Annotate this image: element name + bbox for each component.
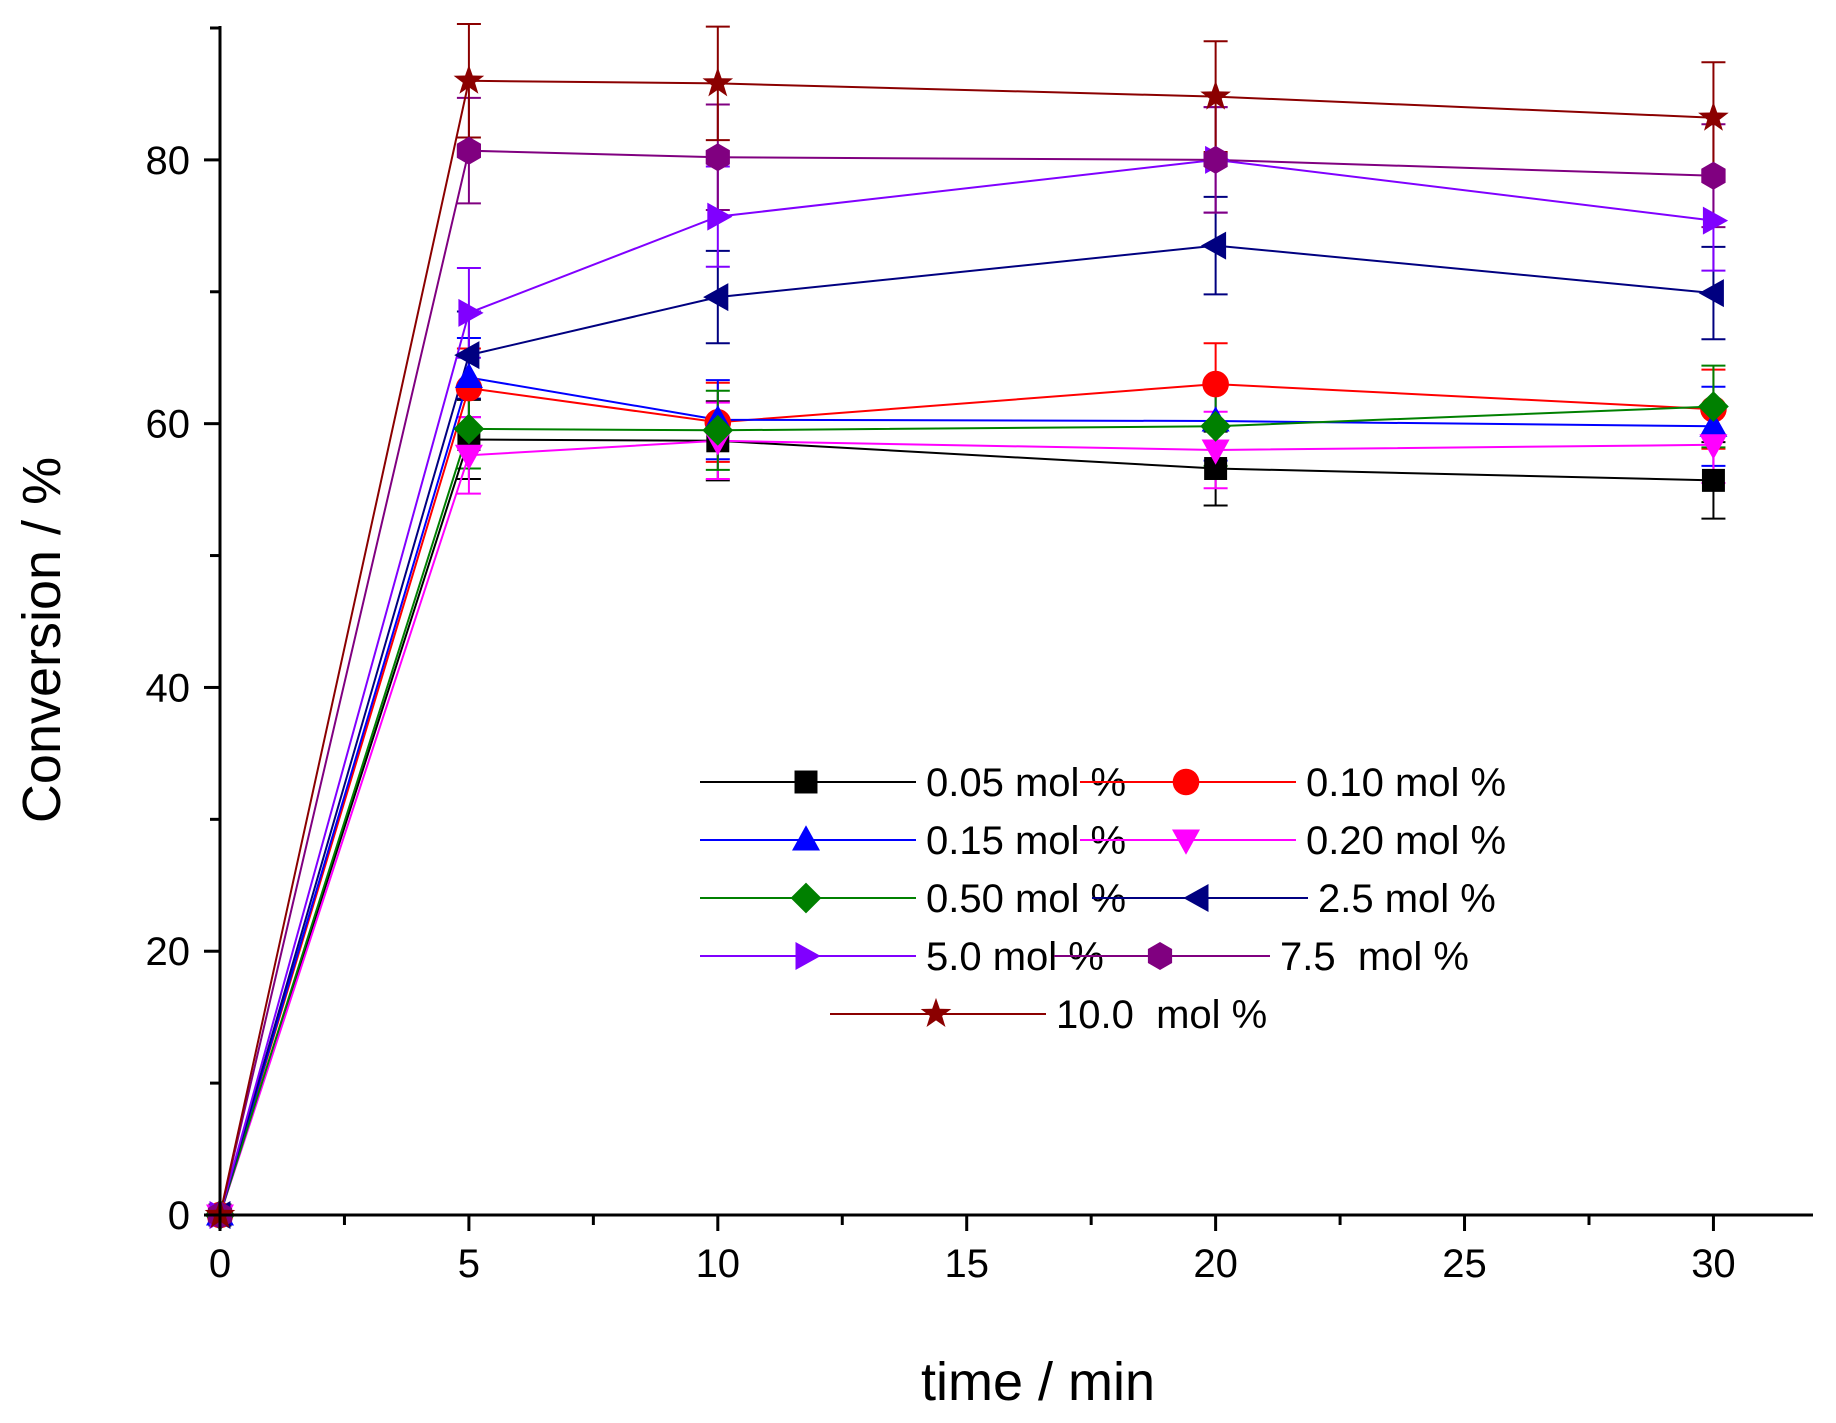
data-point — [1200, 80, 1231, 110]
data-point — [1699, 411, 1728, 437]
series-line — [219, 79, 1714, 1216]
y-axis-title: Conversion / % — [12, 457, 72, 823]
data-point — [1200, 231, 1227, 260]
data-point — [458, 298, 484, 327]
data-point — [1201, 439, 1230, 465]
data-point — [702, 67, 734, 97]
series-line — [219, 244, 1714, 1216]
legend-label: 0.10 mol % — [1306, 761, 1506, 805]
legend-marker — [1183, 884, 1209, 912]
legend: 0.05 mol % 0.10 mol %0.15 mol % 0.20 mol %… — [700, 761, 1506, 1037]
legend-label: 7.5 mol % — [1280, 935, 1469, 979]
legend-marker — [1172, 768, 1200, 796]
data-point — [1702, 206, 1729, 235]
legend-marker — [790, 882, 822, 914]
data-point — [1698, 279, 1724, 308]
data-point — [1204, 457, 1228, 480]
x-tick-label: 25 — [1442, 1242, 1487, 1286]
series-markers — [204, 64, 1729, 1231]
series-line — [219, 149, 1714, 1216]
data-point — [703, 283, 729, 312]
legend-marker — [1147, 942, 1173, 970]
axes: 0 5 10 15 20 25 30 0 20 40 60 80 — [146, 26, 1813, 1286]
legend-marker — [792, 825, 820, 851]
data-point — [453, 413, 485, 445]
x-tick-label: 10 — [696, 1242, 741, 1286]
series-line — [219, 158, 1714, 1216]
data-point — [702, 414, 734, 446]
legend-marker — [1172, 829, 1200, 855]
series-lines — [219, 79, 1714, 1216]
data-point — [1200, 410, 1231, 442]
data-point — [1203, 145, 1228, 174]
x-axis-title: time / min — [921, 1352, 1155, 1412]
data-point — [456, 136, 481, 165]
y-tick-label: 60 — [146, 403, 191, 447]
x-tick-label: 0 — [209, 1242, 231, 1286]
x-tick-label: 5 — [458, 1242, 480, 1286]
series-line — [219, 405, 1714, 1216]
legend-marker — [920, 997, 952, 1027]
data-point — [707, 202, 733, 231]
data-point — [453, 64, 485, 94]
legend-marker — [794, 770, 818, 794]
legend-label: 2.5 mol % — [1318, 877, 1496, 921]
legend-label: 0.20 mol % — [1306, 819, 1506, 863]
data-point — [1701, 468, 1725, 492]
data-point — [705, 143, 730, 172]
data-point — [1202, 370, 1229, 398]
y-tick-label: 0 — [168, 1194, 190, 1238]
data-point — [454, 362, 483, 388]
x-tick-label: 20 — [1193, 1242, 1238, 1286]
data-point — [454, 341, 480, 370]
data-point — [1699, 434, 1728, 460]
data-point — [1698, 101, 1729, 131]
legend-marker — [795, 942, 821, 970]
data-point — [454, 444, 483, 470]
y-tick-label: 20 — [146, 930, 191, 974]
x-tick-label: 15 — [944, 1242, 989, 1286]
x-tick-label: 30 — [1691, 1242, 1736, 1286]
data-point — [1698, 391, 1729, 422]
y-tick-label: 40 — [146, 666, 191, 710]
data-point — [1701, 161, 1726, 190]
legend-label: 10.0 mol % — [1056, 993, 1267, 1037]
y-tick-label: 80 — [146, 139, 191, 183]
